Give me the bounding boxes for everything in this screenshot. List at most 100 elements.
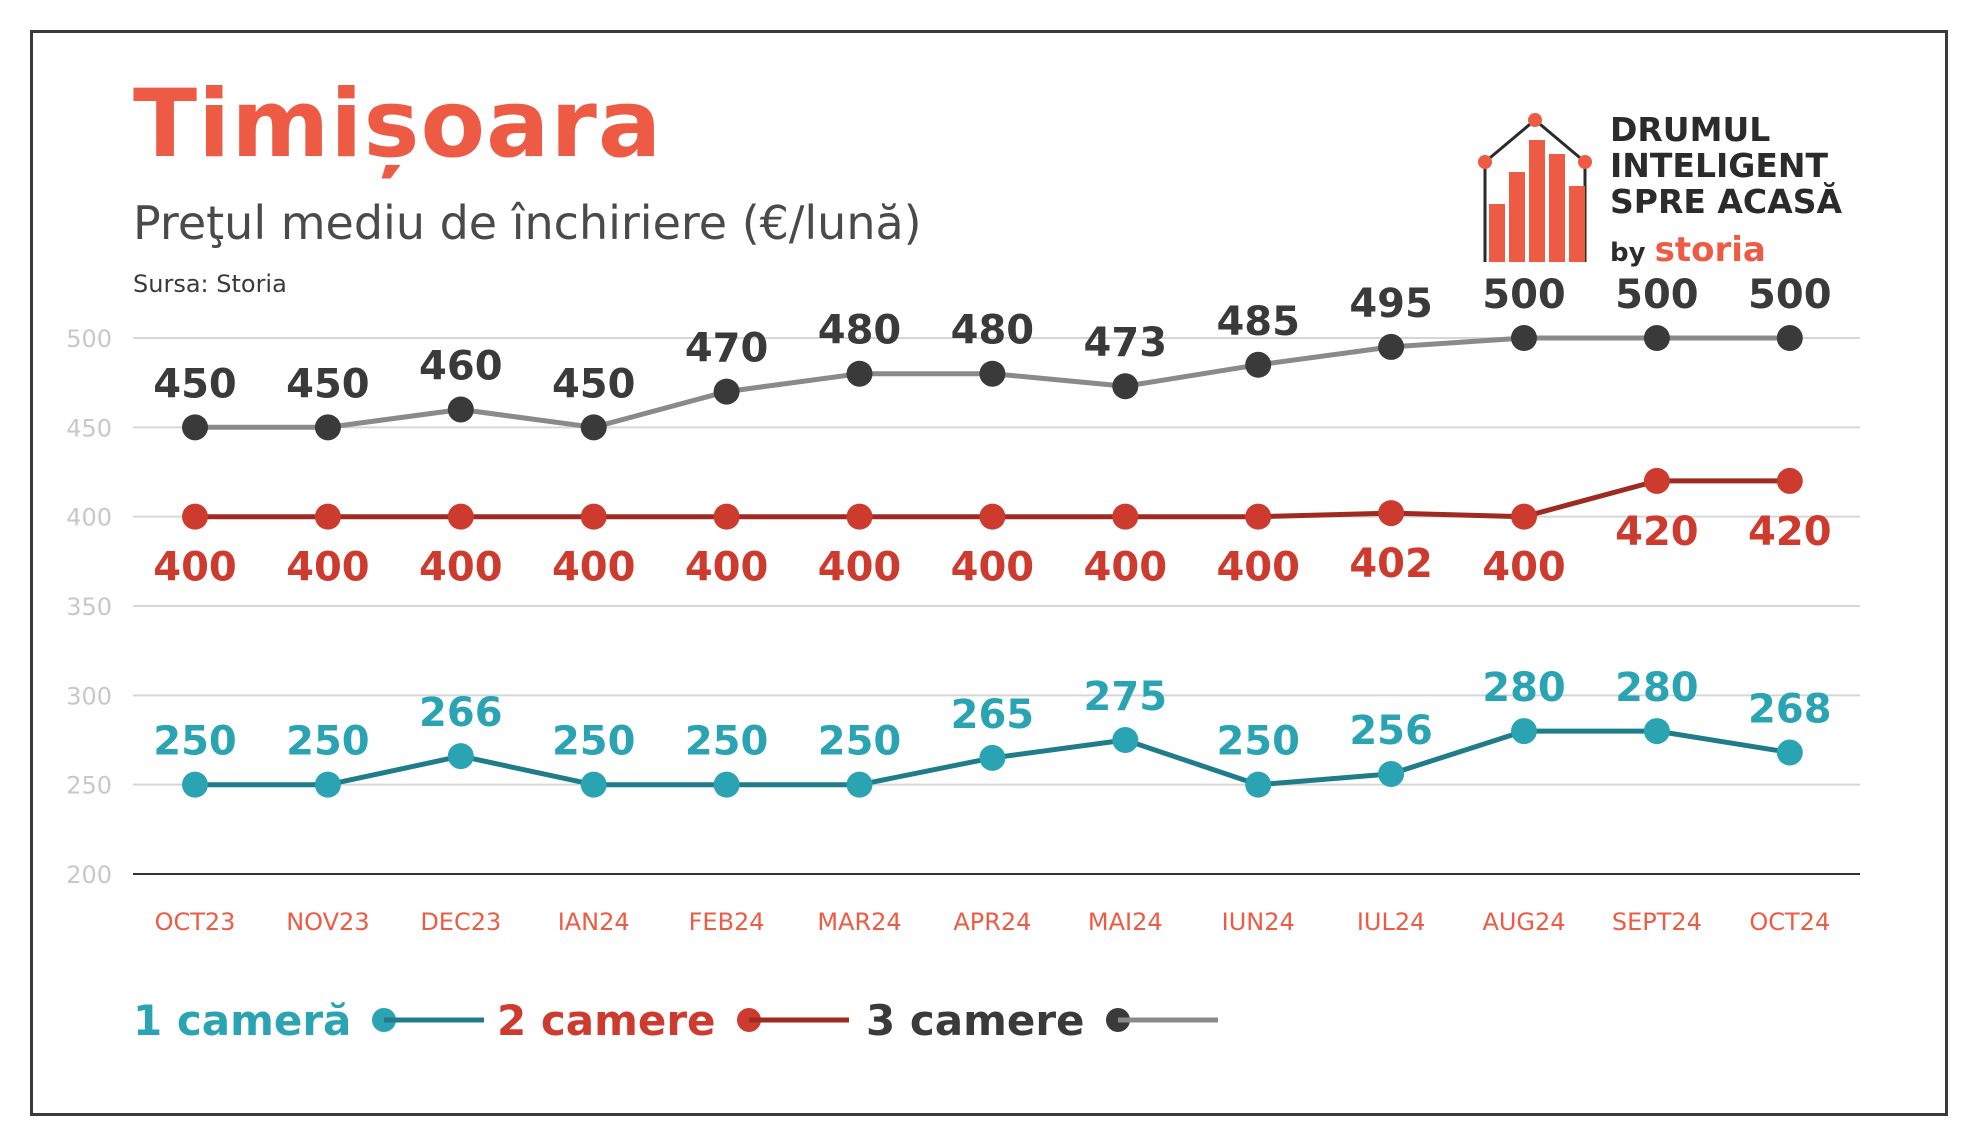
data-label: 450: [552, 361, 636, 407]
logo-line-1: DRUMUL: [1610, 110, 1771, 149]
y-tick-label: 300: [66, 682, 112, 710]
data-point: [1245, 771, 1272, 798]
data-point: [1511, 718, 1537, 745]
data-label: 460: [419, 343, 503, 389]
x-tick-label: MAR24: [817, 908, 901, 936]
legend-marker-icon: [372, 1008, 485, 1032]
data-point: [314, 414, 341, 441]
data-point: [713, 503, 740, 530]
x-tick-label: OCT23: [155, 908, 236, 936]
data-point: [447, 743, 474, 770]
data-label: 400: [286, 545, 370, 591]
data-label: 402: [1349, 541, 1433, 587]
data-label: 250: [286, 719, 370, 765]
x-tick-label: AUG24: [1482, 908, 1565, 936]
data-point: [447, 396, 474, 423]
data-point: [580, 503, 607, 530]
data-label: 400: [552, 545, 636, 591]
data-point: [1378, 760, 1405, 787]
data-label: 250: [685, 719, 769, 765]
data-label: 250: [818, 719, 902, 765]
data-point: [1378, 333, 1405, 360]
legend-marker-icon: [1105, 1008, 1218, 1032]
y-tick-label: 200: [66, 861, 112, 889]
data-point: [1643, 718, 1670, 745]
data-point: [580, 414, 607, 441]
data-label: 480: [951, 308, 1035, 354]
x-tick-label: DEC23: [420, 908, 501, 936]
x-tick-label: APR24: [953, 908, 1031, 936]
logo-brand: storia: [1654, 230, 1766, 270]
data-label: 250: [153, 719, 237, 765]
data-label: 500: [1615, 272, 1699, 318]
data-label: 420: [1748, 509, 1832, 555]
logo-line-3: SPRE ACASĂ: [1610, 182, 1842, 221]
legend-label: 2 camere: [497, 995, 716, 1045]
data-point: [182, 503, 208, 530]
y-tick-label: 250: [66, 772, 112, 800]
data-point: [979, 360, 1006, 387]
data-label: 450: [153, 361, 237, 407]
data-point: [447, 503, 474, 530]
data-point: [1643, 467, 1670, 494]
data-point: [1643, 325, 1670, 351]
logo-by-storia: by storia: [1610, 230, 1766, 270]
data-point: [1112, 373, 1139, 400]
logo-line-2: INTELIGENT: [1610, 146, 1829, 185]
data-label: 400: [419, 545, 503, 591]
legend-label: 3 camere: [866, 995, 1085, 1045]
x-tick-label: FEB24: [689, 908, 765, 936]
data-point: [1776, 467, 1803, 494]
data-point: [314, 771, 341, 798]
data-label: 266: [419, 690, 503, 736]
x-tick-label: OCT24: [1749, 908, 1830, 936]
data-point: [580, 771, 607, 798]
y-tick-label: 450: [66, 414, 112, 442]
data-point: [979, 503, 1006, 530]
storia-logo: DRUMUL INTELIGENT SPRE ACASĂ by storia: [1475, 112, 1875, 272]
x-tick-label: IUL24: [1357, 908, 1426, 936]
data-label: 250: [552, 719, 636, 765]
data-label: 400: [1084, 545, 1168, 591]
data-point: [1776, 739, 1803, 766]
data-point: [1776, 325, 1803, 351]
source-note: Sursa: Storia: [133, 270, 287, 298]
data-label: 268: [1748, 687, 1832, 733]
x-tick-label: IAN24: [558, 908, 630, 936]
data-point: [1378, 500, 1405, 527]
data-point: [1245, 503, 1272, 530]
legend-item-3-camere: 3 camere: [866, 990, 1220, 1050]
data-point: [846, 360, 873, 387]
logo-by: by: [1610, 238, 1646, 268]
data-label: 400: [685, 545, 769, 591]
data-label: 420: [1615, 509, 1699, 555]
data-label: 485: [1216, 299, 1300, 345]
legend-item-1-camera: 1 cameră: [133, 990, 486, 1050]
data-label: 400: [818, 545, 902, 591]
chart-frame: [30, 30, 1948, 1116]
data-label: 500: [1748, 272, 1832, 318]
data-label: 280: [1482, 665, 1566, 711]
data-point: [1112, 503, 1139, 530]
data-point: [314, 503, 341, 530]
chart-subtitle: Preţul mediu de închiriere (€/lună): [133, 196, 922, 250]
data-point: [182, 414, 208, 441]
data-point: [1511, 503, 1537, 530]
data-label: 495: [1349, 281, 1433, 327]
y-tick-label: 500: [66, 325, 112, 353]
y-tick-label: 350: [66, 593, 112, 621]
house-bars-icon: [1478, 113, 1592, 262]
data-label: 250: [1216, 719, 1300, 765]
data-label: 400: [1216, 545, 1300, 591]
data-point: [1245, 351, 1272, 378]
x-tick-label: NOV23: [286, 908, 369, 936]
logo-tagline: DRUMUL INTELIGENT SPRE ACASĂ: [1610, 112, 1842, 220]
legend-label: 1 cameră: [133, 995, 352, 1045]
data-point: [846, 771, 873, 798]
data-point: [1511, 325, 1537, 351]
data-label: 400: [951, 545, 1035, 591]
data-point: [182, 771, 208, 798]
data-point: [979, 744, 1006, 771]
x-tick-label: SEPT24: [1612, 908, 1702, 936]
